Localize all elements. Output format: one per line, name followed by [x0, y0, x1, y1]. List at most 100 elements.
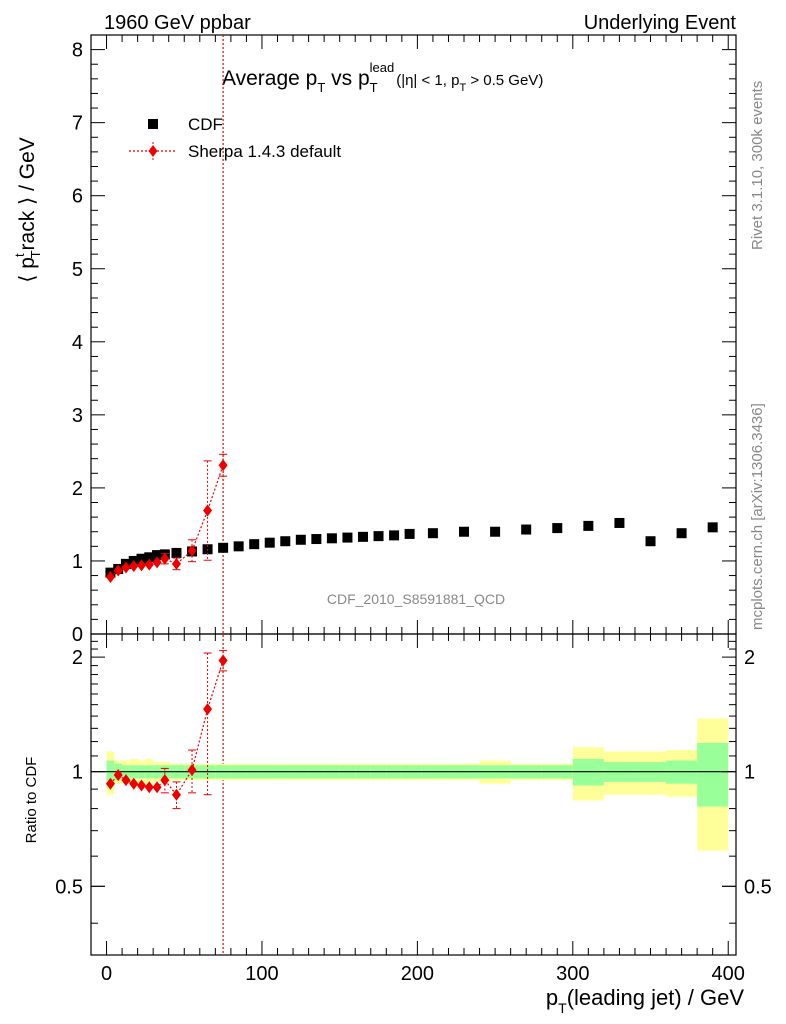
cdf-point [614, 517, 625, 528]
svg-text:mcplots.cern.ch [arXiv:1306.34: mcplots.cern.ch [arXiv:1306.3436] [749, 403, 766, 630]
x-tick-label: 200 [401, 963, 434, 985]
mc-ratio-point [218, 654, 228, 667]
cdf-point [404, 528, 415, 539]
ylabel-sub: T [28, 250, 43, 258]
mc-ratio-point [160, 774, 170, 787]
y-tick-label: 7 [72, 113, 83, 135]
ratio-y-tick-label: 0.5 [55, 876, 83, 898]
cdf-point [218, 542, 229, 553]
ratio-y-tick-label: 2 [72, 647, 83, 669]
title-cuts-sub: T [459, 82, 466, 94]
cdf-point [295, 534, 306, 545]
mc-point [171, 557, 181, 570]
cdf-point [583, 520, 594, 531]
legend: CDF Sherpa 1.4.3 default [129, 115, 341, 161]
legend-label: CDF [188, 115, 223, 134]
cdf-point [144, 552, 155, 563]
svg-text:Ratio to CDF: Ratio to CDF [23, 757, 40, 844]
title-sub: T [317, 80, 325, 95]
cdf-point [233, 541, 244, 552]
mc-point [160, 552, 170, 565]
ratio-y-tick-label-right: 0.5 [744, 876, 772, 898]
mc-ratio-point [129, 777, 139, 790]
svg-text:Rivet 3.1.10, 300k events: Rivet 3.1.10, 300k events [749, 81, 766, 250]
title-cuts-b: > 0.5 GeV) [466, 72, 543, 89]
cdf-point [645, 536, 656, 547]
title-main: Average p [222, 67, 317, 90]
cdf-point [521, 524, 532, 535]
title-cuts-a: (|η| < 1, p [396, 72, 459, 89]
header-left: 1960 GeV ppbar [104, 12, 251, 34]
ratio-frame [90, 633, 737, 956]
ratio-plot: 0 100 200 300 400 0.5 0.5 1 1 2 2 [55, 633, 772, 985]
legend-label: Sherpa 1.4.3 default [188, 142, 341, 161]
ratio-y-tick-label: 1 [72, 762, 83, 784]
title-sub2: T [370, 80, 378, 95]
y-axis-label: ⟨ ptTrack ⟩ / GeV [12, 137, 43, 283]
cdf-point [249, 539, 260, 550]
ratio-y-axis-label: Ratio to CDF [23, 757, 40, 844]
legend-marker-mc [148, 145, 158, 157]
plot-title: Average pT vs pTlead(|η| < 1, pT > 0.5 G… [222, 60, 543, 95]
legend-marker-cdf [148, 119, 158, 129]
mc-ratio-point [144, 781, 154, 794]
mc-ratio-point [113, 769, 123, 782]
svg-text:⟨ ptTrack ⟩ / GeV: ⟨ ptTrack ⟩ / GeV [12, 137, 43, 283]
x-tick-label: 400 [712, 963, 745, 985]
x-tick-label: 100 [245, 963, 278, 985]
ylabel-rest: rack ⟩ / GeV [16, 137, 39, 250]
y-tick-label: 5 [72, 259, 83, 281]
mc-point [137, 559, 147, 572]
mc-point [129, 560, 139, 573]
cdf-point [389, 530, 400, 541]
mc-point [218, 459, 228, 472]
cdf-point [490, 526, 501, 537]
cdf-point [342, 532, 353, 543]
mc-point [152, 556, 162, 569]
xlabel-rest: (leading jet) / GeV [567, 985, 745, 1010]
y-tick-label: 6 [72, 186, 83, 208]
cdf-point [552, 523, 563, 534]
xlabel-p: p [546, 985, 558, 1010]
cdf-point [459, 526, 470, 537]
y-tick-label: 8 [72, 40, 83, 62]
y-tick-label: 2 [72, 478, 83, 500]
xlabel-sub: T [558, 1000, 567, 1016]
ylabel-open: ⟨ p [16, 257, 39, 283]
mc-point [113, 564, 123, 577]
main-plot: 0 1 2 3 4 5 6 7 8 [72, 34, 737, 955]
mc-ratio-point [203, 703, 213, 716]
x-axis-label: pT(leading jet) / GeV [546, 985, 744, 1016]
mc-point [121, 561, 131, 574]
y-tick-label: 0 [72, 624, 83, 646]
ratio-y-tick-label-right: 2 [744, 647, 755, 669]
mc-ratio-point [171, 788, 181, 801]
x-tick-label: 300 [556, 963, 589, 985]
y-tick-label: 3 [72, 405, 83, 427]
mc-ratio-point [152, 781, 162, 794]
cdf-point [326, 533, 337, 544]
mc-ratio-point [105, 777, 115, 790]
ylabel-sup: t [12, 253, 27, 257]
y-tick-label: 1 [72, 551, 83, 573]
ratio-y-tick-label-right: 1 [744, 762, 755, 784]
cdf-point [171, 547, 182, 558]
title-sup: lead [370, 60, 395, 75]
mc-point [105, 571, 115, 584]
mc-ratio-point [121, 774, 131, 787]
cdf-point [152, 550, 163, 561]
cdf-point [264, 537, 275, 548]
side-text-top: Rivet 3.1.10, 300k events [749, 81, 766, 250]
cdf-point [357, 531, 368, 542]
ratio-band-inner [697, 742, 729, 807]
cdf-point [373, 531, 384, 542]
mc-point [144, 558, 154, 571]
x-tick-label: 0 [101, 963, 112, 985]
cdf-point [280, 536, 291, 547]
analysis-id: CDF_2010_S8591881_QCD [327, 591, 505, 607]
cdf-point [427, 528, 438, 539]
mc-point [203, 504, 213, 517]
cdf-point [136, 553, 147, 564]
mc-ratio-point [187, 764, 197, 777]
